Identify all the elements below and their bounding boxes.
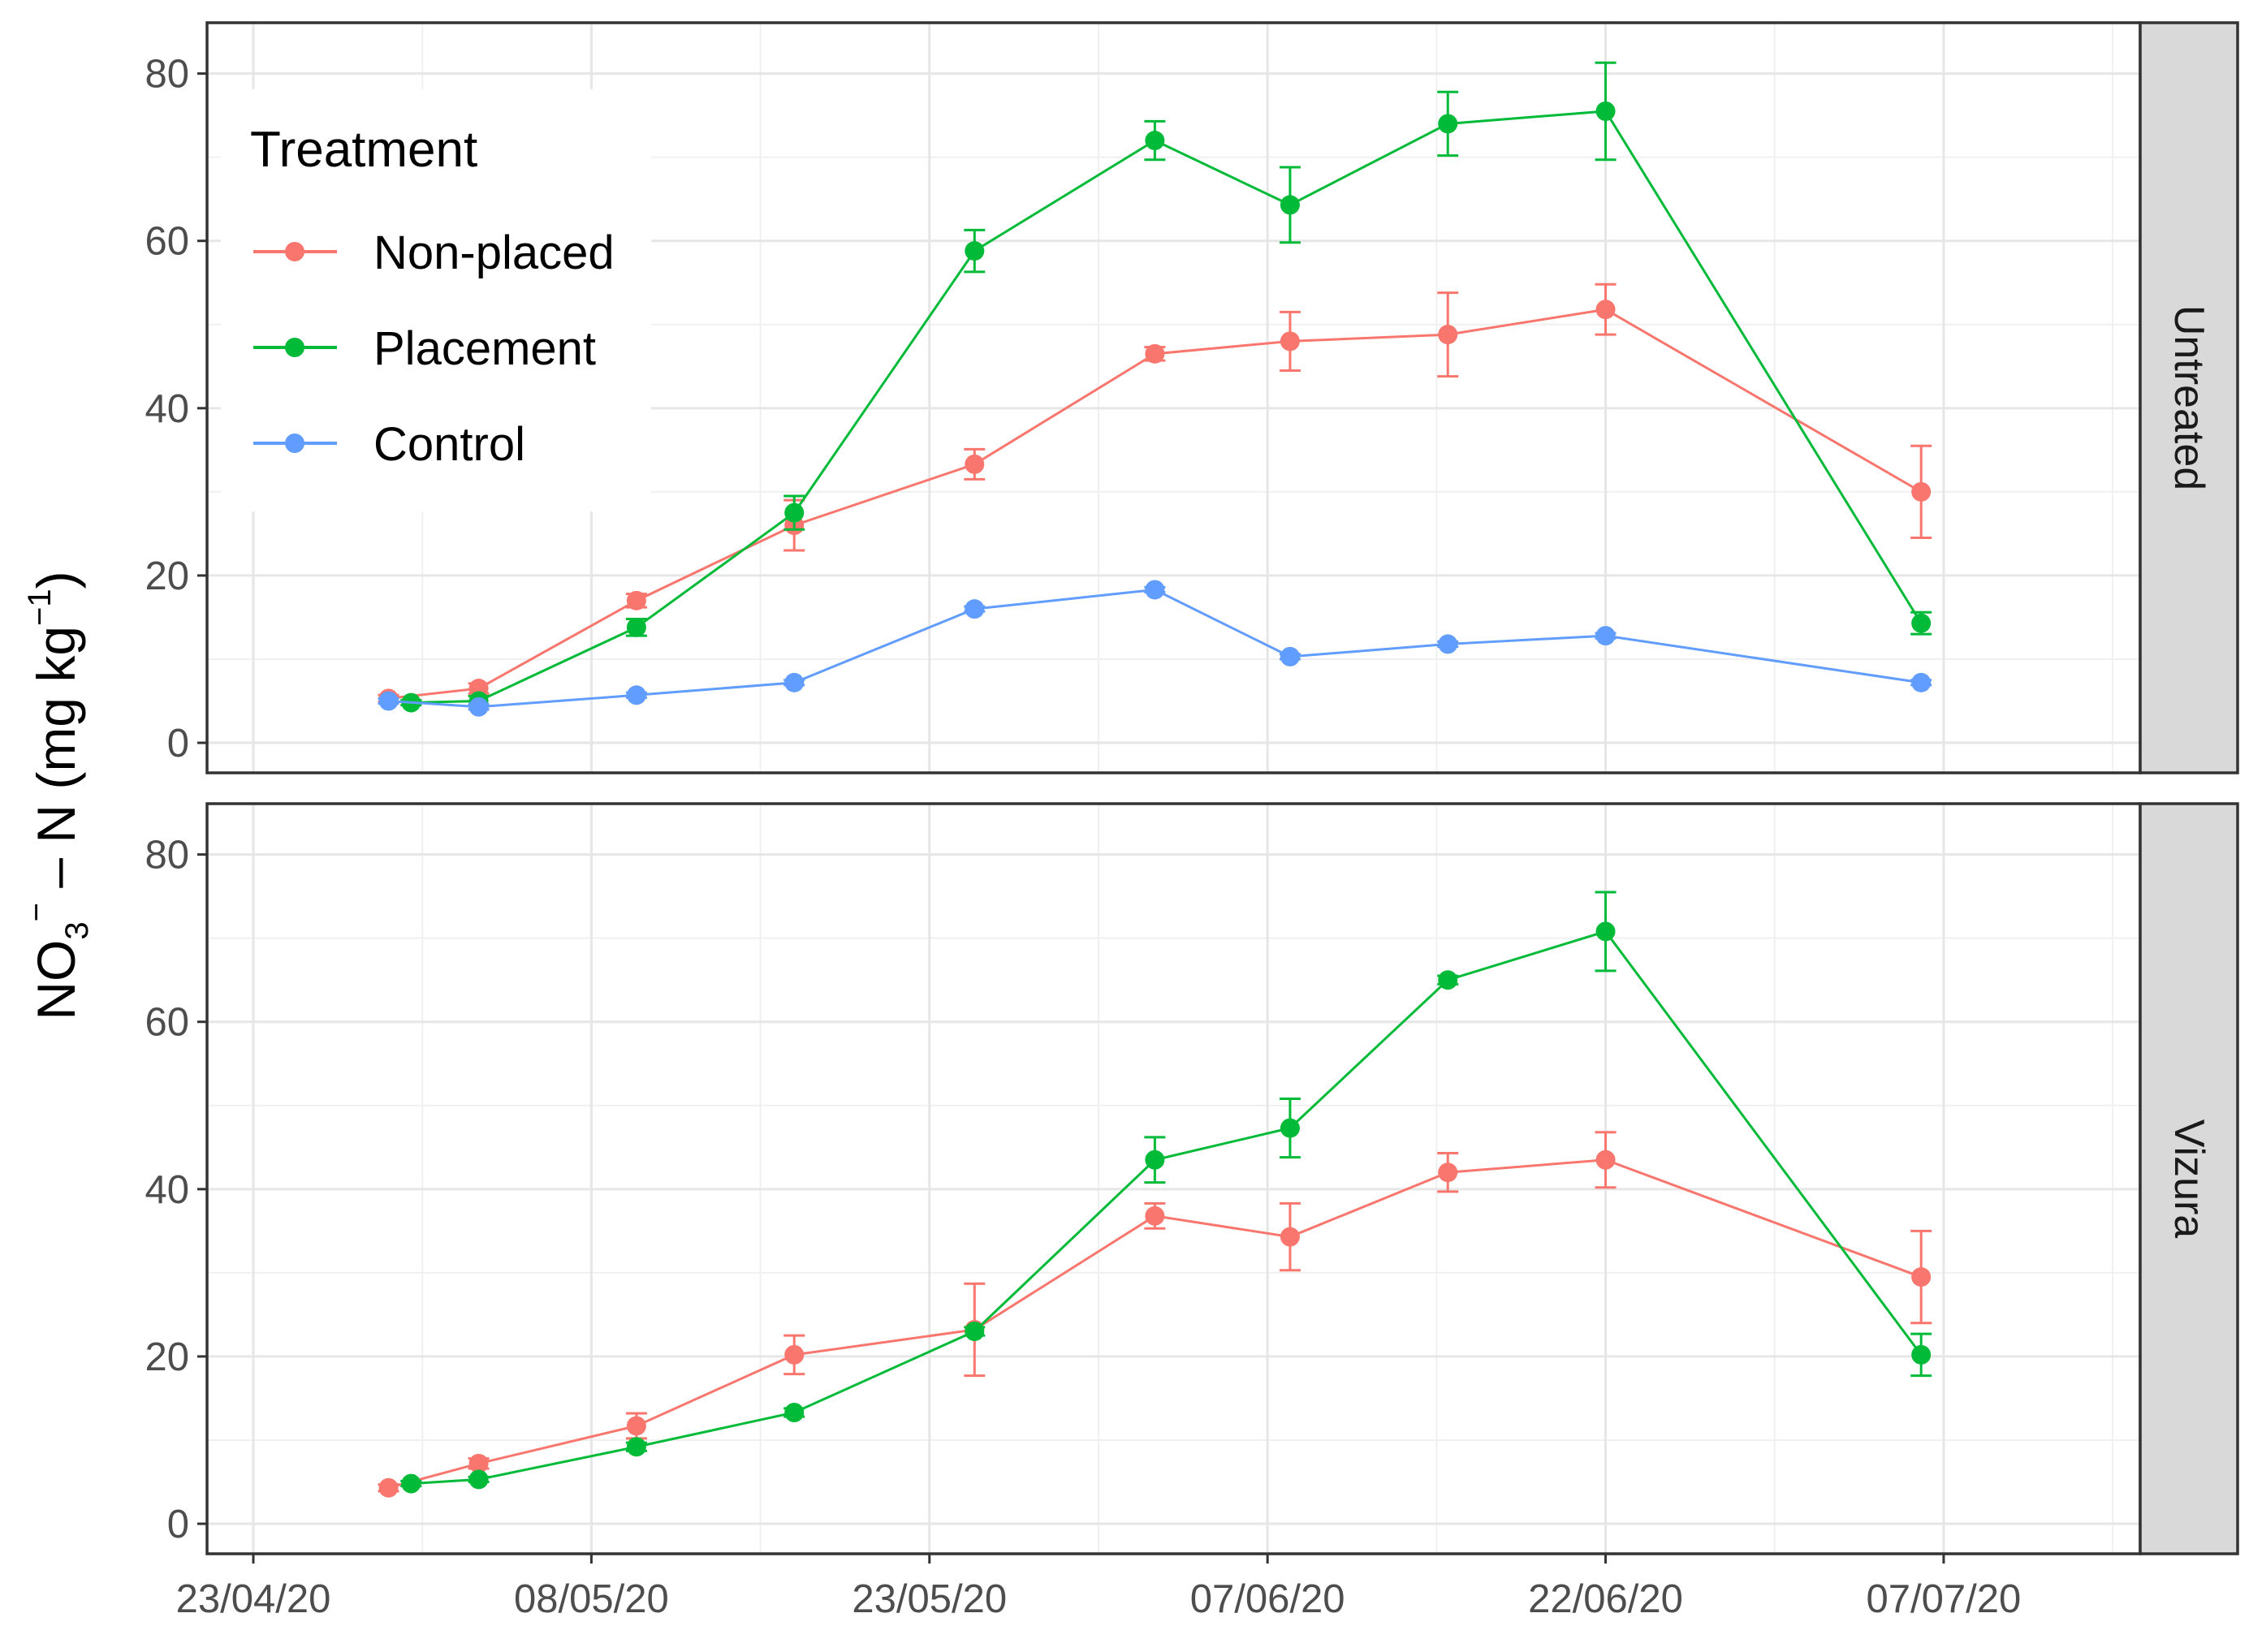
data-point-non-placed-untreated — [1280, 331, 1300, 352]
legend-label: Placement — [373, 322, 596, 375]
data-point-placement-untreated — [965, 241, 985, 261]
data-point-placement-vizura — [626, 1437, 646, 1457]
data-point-non-placed-untreated — [1145, 343, 1165, 364]
data-point-non-placed-untreated — [1595, 300, 1616, 320]
data-point-placement-vizura — [1438, 970, 1458, 990]
data-point-control-untreated — [1911, 672, 1932, 692]
data-point-non-placed-vizura — [1595, 1149, 1616, 1170]
strip-untreated — [2139, 21, 2239, 774]
x-tick-label: 07/06/20 — [1190, 1577, 1345, 1621]
legend-key-point — [285, 433, 304, 453]
data-point-control-untreated — [1145, 580, 1165, 600]
data-point-control-untreated — [468, 697, 489, 717]
strip-label-vizura: Vizura — [2165, 1119, 2212, 1239]
data-point-placement-vizura — [1145, 1149, 1165, 1170]
y-tick-label: 60 — [145, 1001, 189, 1045]
data-point-non-placed-vizura — [1280, 1227, 1300, 1247]
legend-key-point — [285, 242, 304, 261]
x-tick-label: 23/04/20 — [176, 1577, 331, 1621]
y-tick-label: 40 — [145, 1168, 189, 1212]
data-point-placement-untreated — [1595, 101, 1616, 121]
y-tick-label: 20 — [145, 554, 189, 598]
x-tick-label: 07/07/20 — [1867, 1577, 2022, 1621]
data-point-control-untreated — [626, 685, 646, 705]
y-tick-label: 40 — [145, 387, 189, 431]
y-tick-label: 80 — [145, 834, 189, 878]
y-tick-label: 20 — [145, 1335, 189, 1379]
data-point-non-placed-vizura — [1911, 1267, 1932, 1288]
data-point-control-untreated — [965, 599, 985, 619]
data-point-control-untreated — [1280, 646, 1300, 666]
strip-label-untreated: Untreated — [2165, 305, 2212, 490]
series-line-placement-untreated — [411, 110, 1923, 705]
data-point-placement-untreated — [1438, 114, 1458, 134]
data-point-placement-vizura — [401, 1473, 421, 1494]
x-tick-label: 08/05/20 — [514, 1577, 669, 1621]
legend-key-point — [285, 338, 304, 357]
data-point-non-placed-untreated — [1911, 481, 1932, 502]
data-point-non-placed-vizura — [784, 1344, 805, 1365]
y-axis-title: NO3− – N (mg kg−1) — [19, 571, 95, 1020]
data-point-placement-vizura — [965, 1322, 985, 1342]
data-point-control-untreated — [378, 691, 399, 711]
series-line-non-placed-vizura — [388, 1158, 1922, 1490]
y-tick-label: 60 — [145, 220, 189, 264]
data-point-non-placed-vizura — [1438, 1162, 1458, 1183]
x-tick-label: 23/05/20 — [852, 1577, 1007, 1621]
data-point-placement-vizura — [468, 1469, 489, 1490]
panel-background-vizura — [207, 804, 2140, 1554]
data-point-placement-untreated — [1911, 613, 1932, 633]
data-point-non-placed-untreated — [1438, 325, 1458, 345]
legend-title: Treatment — [250, 122, 477, 178]
data-point-placement-untreated — [784, 503, 805, 523]
data-point-placement-vizura — [1595, 921, 1616, 942]
series-line-non-placed-untreated — [388, 308, 1922, 700]
x-tick-label: 22/06/20 — [1528, 1577, 1683, 1621]
data-point-non-placed-untreated — [626, 590, 646, 610]
data-point-placement-vizura — [1911, 1344, 1932, 1365]
y-tick-label: 0 — [167, 1503, 189, 1546]
data-point-placement-vizura — [1280, 1118, 1300, 1138]
legend-label: Control — [373, 418, 525, 471]
data-point-control-untreated — [784, 672, 805, 692]
data-point-non-placed-untreated — [965, 454, 985, 474]
strip-vizura — [2139, 802, 2239, 1555]
legend-label: Non-placed — [373, 226, 615, 279]
data-point-placement-untreated — [1280, 195, 1300, 215]
data-point-control-untreated — [1438, 634, 1458, 654]
y-tick-label: 0 — [167, 722, 189, 766]
series-line-control-untreated — [388, 588, 1922, 709]
series-line-placement-vizura — [411, 930, 1923, 1486]
y-tick-label: 80 — [145, 53, 189, 97]
data-point-non-placed-vizura — [1145, 1206, 1165, 1226]
data-point-placement-untreated — [626, 617, 646, 637]
data-point-placement-vizura — [784, 1402, 805, 1422]
data-point-placement-untreated — [1145, 131, 1165, 151]
data-point-control-untreated — [1595, 626, 1616, 646]
data-point-non-placed-vizura — [626, 1416, 646, 1436]
data-point-non-placed-vizura — [378, 1477, 399, 1498]
data-point-non-placed-vizura — [468, 1453, 489, 1473]
